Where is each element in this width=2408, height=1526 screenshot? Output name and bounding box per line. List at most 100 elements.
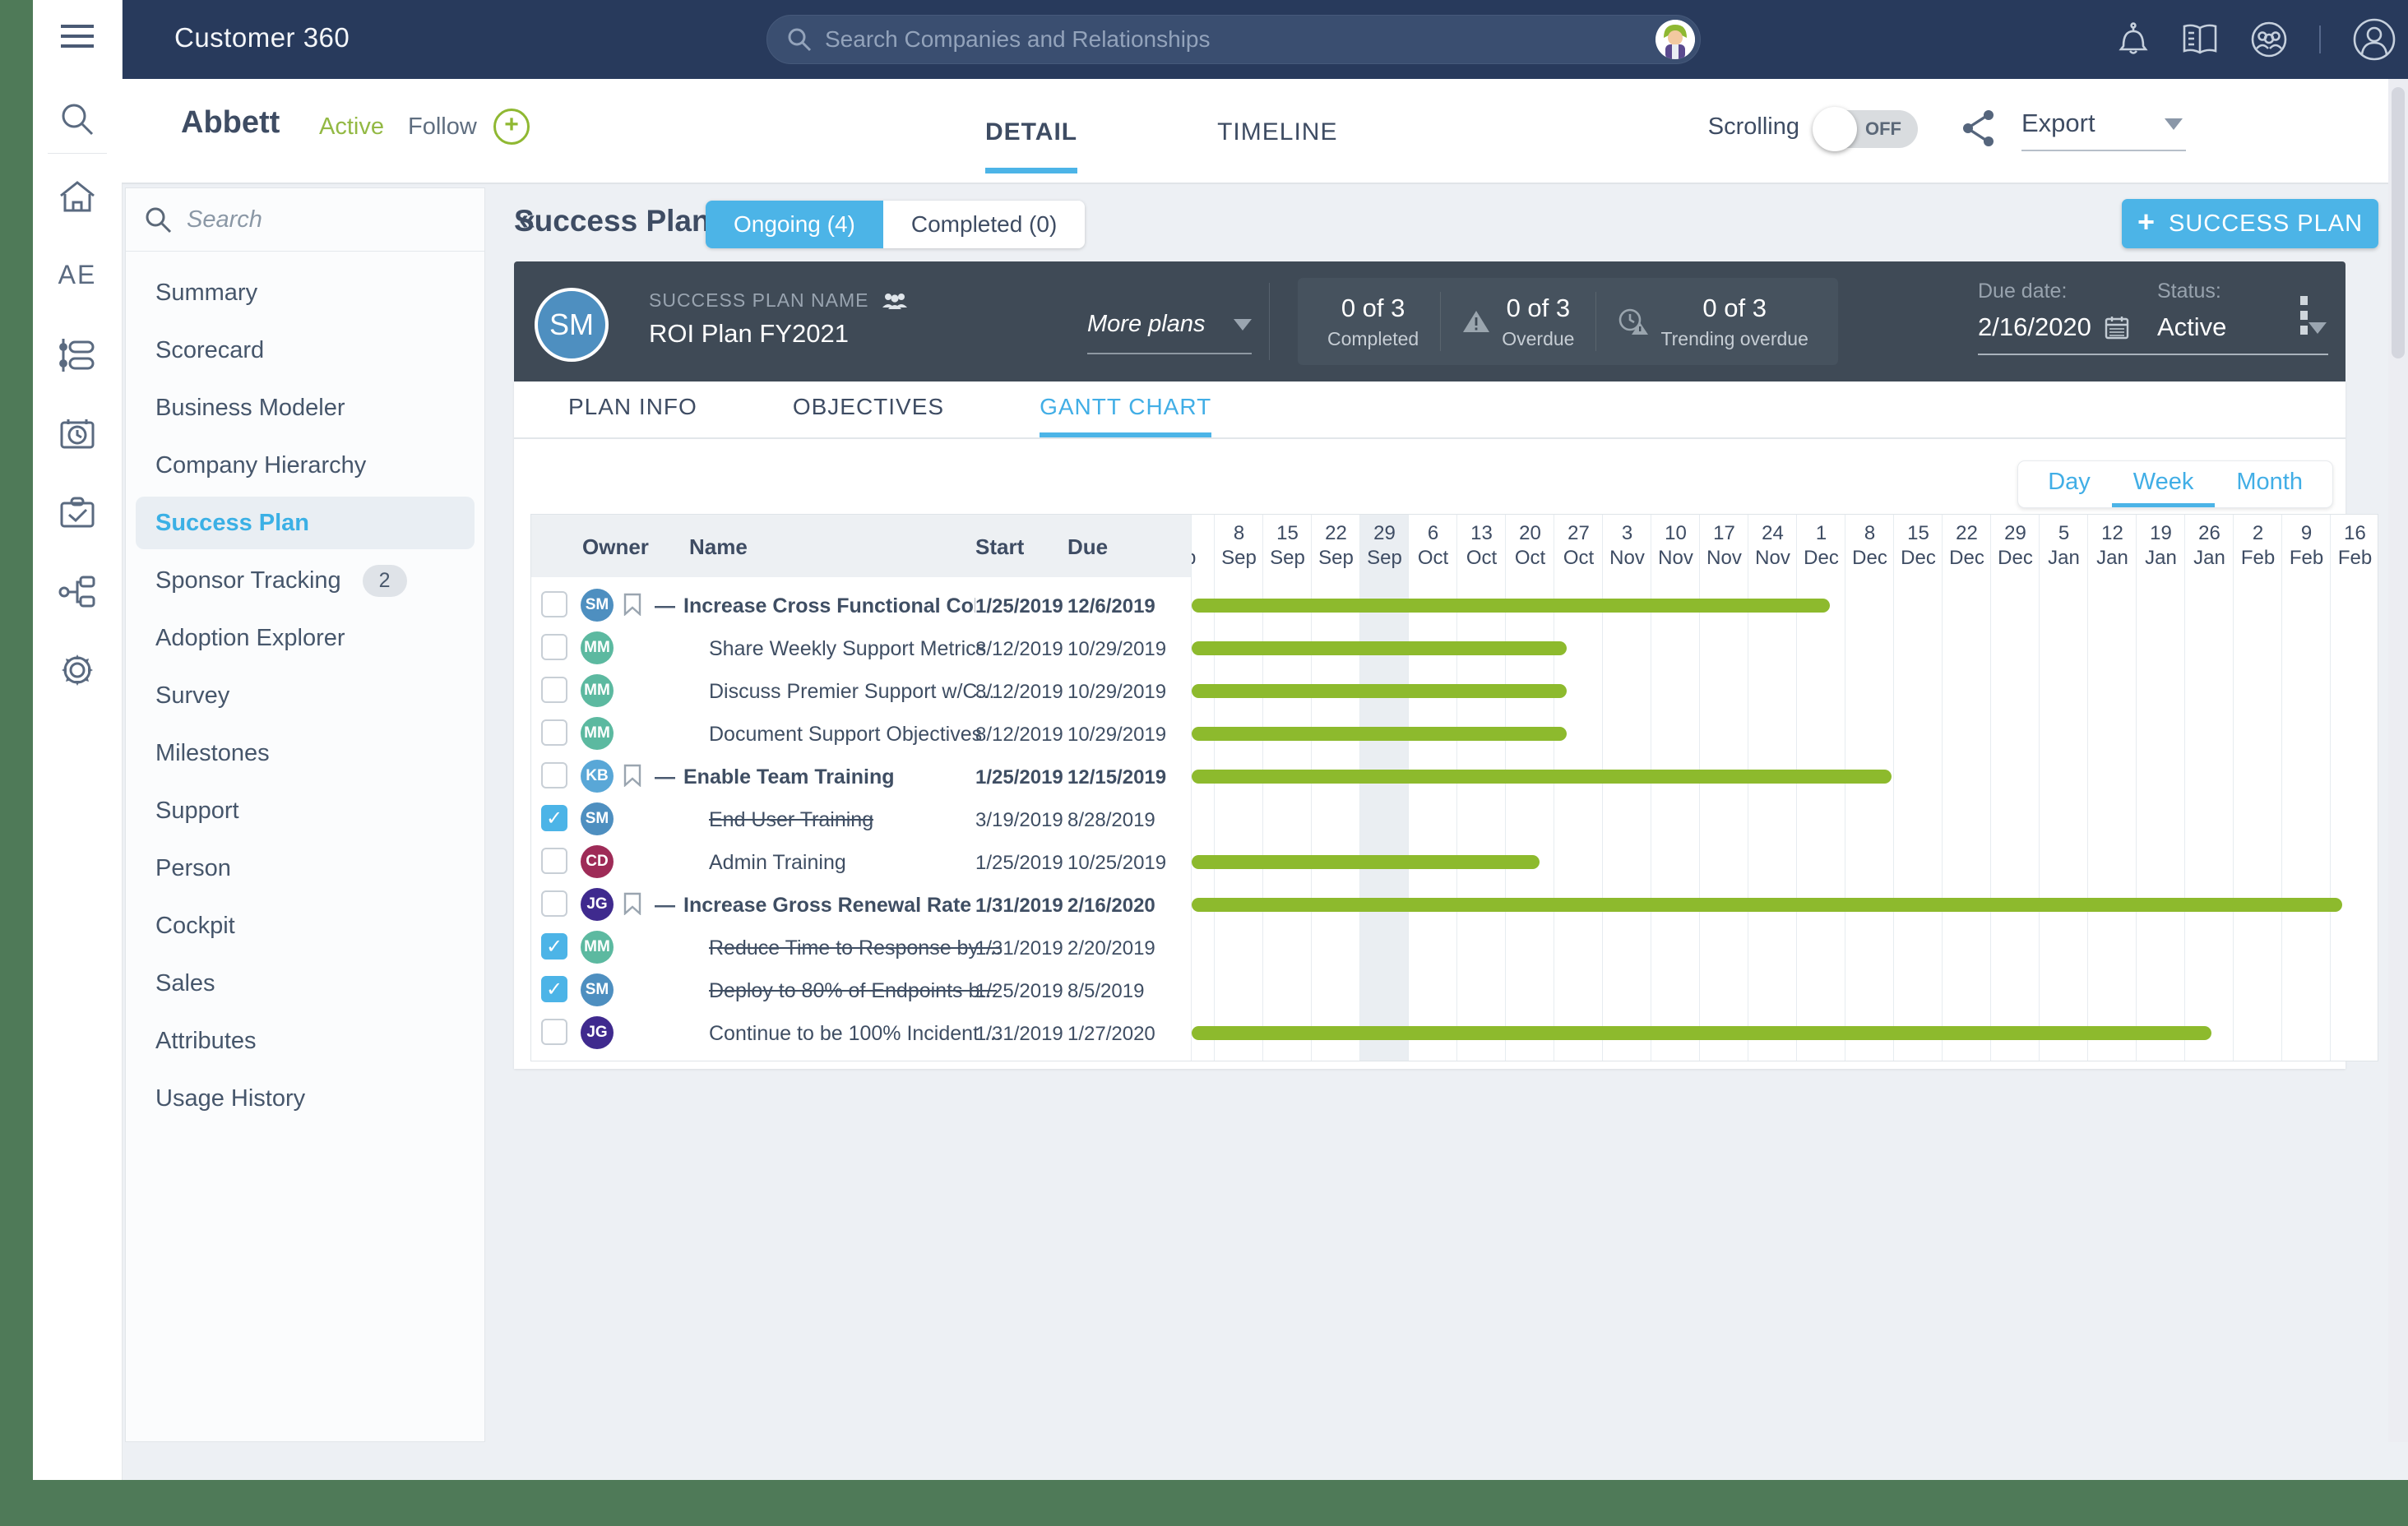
scrolling-toggle[interactable]: OFF: [1813, 107, 1918, 151]
notifications-bell-icon[interactable]: [2117, 21, 2150, 58]
global-search-bar[interactable]: [766, 15, 1701, 64]
sidebar-item-summary[interactable]: Summary: [126, 264, 484, 321]
add-success-plan-button[interactable]: + SUCCESS PLAN: [2122, 199, 2378, 248]
gantt-zoom-week[interactable]: Week: [2111, 461, 2216, 507]
assistant-mascot-avatar[interactable]: [1656, 20, 1695, 59]
sidebar-search-bar[interactable]: «: [126, 188, 535, 252]
rail-search-icon[interactable]: [33, 102, 122, 136]
row-checkbox[interactable]: [541, 719, 567, 746]
task-name[interactable]: End User Training: [709, 808, 874, 831]
filter-chip-ongoing[interactable]: Ongoing (4): [706, 201, 883, 248]
row-checkbox-checked[interactable]: ✓: [541, 805, 567, 831]
sidebar-item-usage-history[interactable]: Usage History: [126, 1070, 484, 1127]
sidebar-item-survey[interactable]: Survey: [126, 667, 484, 724]
calendar-icon[interactable]: [2105, 315, 2129, 340]
status-dropdown[interactable]: Active: [2157, 312, 2328, 355]
follow-button[interactable]: Follow: [408, 113, 477, 140]
gantt-bar[interactable]: [1192, 898, 2342, 912]
plan-state-filter: Ongoing (4) Completed (0): [706, 201, 1086, 248]
plan-more-actions-kebab[interactable]: [2300, 296, 2308, 335]
task-name[interactable]: Share Weekly Support Metrics: [709, 637, 987, 660]
sidebar-item-scorecard[interactable]: Scorecard: [126, 321, 484, 379]
gantt-zoom-day[interactable]: Day: [2048, 469, 2091, 495]
gantt-bar[interactable]: [1192, 1026, 2212, 1040]
relationship-hierarchy-icon[interactable]: [33, 574, 122, 610]
bookmark-icon[interactable]: [623, 764, 641, 787]
toggle-knob[interactable]: [1813, 107, 1857, 151]
settings-gear-icon[interactable]: [33, 651, 122, 689]
row-checkbox-checked[interactable]: ✓: [541, 976, 567, 1002]
gantt-bar[interactable]: [1192, 599, 1830, 613]
row-checkbox[interactable]: [541, 634, 567, 660]
sidebar-search-input[interactable]: [185, 205, 502, 234]
more-plans-dropdown[interactable]: More plans: [1087, 311, 1252, 354]
gantt-bar[interactable]: [1192, 641, 1567, 655]
sidebar-item-milestones[interactable]: Milestones: [126, 724, 484, 782]
filter-chip-completed[interactable]: Completed (0): [882, 201, 1086, 248]
objective-name[interactable]: — Increase Gross Renewal Rate b...: [655, 894, 975, 917]
global-search-input[interactable]: [823, 25, 1656, 53]
export-dropdown[interactable]: Export: [2021, 109, 2186, 151]
gantt-bar[interactable]: [1192, 770, 1892, 784]
sidebar-item-attributes[interactable]: Attributes: [126, 1012, 484, 1070]
sidebar-item-sponsor-tracking[interactable]: Sponsor Tracking 2: [126, 552, 484, 609]
axis-label: 17 Nov: [1706, 522, 1742, 569]
row-checkbox[interactable]: [541, 1019, 567, 1045]
sidebar-item-support[interactable]: Support: [126, 782, 484, 839]
task-name[interactable]: Continue to be 100% Incident ...: [709, 1022, 1002, 1045]
vertical-scrollbar[interactable]: [2388, 79, 2408, 1442]
company-name: Abbett: [181, 105, 280, 140]
company-initials-icon[interactable]: AE: [58, 260, 97, 289]
row-checkbox-checked[interactable]: ✓: [541, 933, 567, 960]
collapse-dash-icon[interactable]: —: [655, 894, 675, 917]
gantt-bar[interactable]: [1192, 684, 1567, 698]
task-name[interactable]: Admin Training: [709, 851, 846, 874]
home-icon[interactable]: [33, 179, 122, 214]
sidebar-item-company-hierarchy[interactable]: Company Hierarchy: [126, 437, 484, 494]
sidebar-item-sales[interactable]: Sales: [126, 955, 484, 1012]
scrollbar-thumb[interactable]: [2392, 87, 2405, 358]
gantt-bar[interactable]: [1192, 727, 1567, 741]
schedule-clock-icon[interactable]: [33, 416, 122, 451]
bookmark-icon[interactable]: [623, 593, 641, 616]
user-profile-icon[interactable]: [2352, 17, 2396, 62]
collaborators-icon[interactable]: [881, 291, 909, 311]
sidebar-item-business-modeler[interactable]: Business Modeler: [126, 379, 484, 437]
collapse-dash-icon[interactable]: —: [655, 594, 675, 617]
row-checkbox[interactable]: [541, 762, 567, 788]
follow-plus-icon[interactable]: +: [493, 109, 530, 145]
row-checkbox[interactable]: [541, 890, 567, 917]
task-name[interactable]: Reduce Time to Response by ...: [709, 936, 1002, 960]
objective-name[interactable]: —Increase Cross Functional Colla...: [655, 594, 975, 617]
sidebar-item-success-plan[interactable]: Success Plan: [126, 494, 484, 552]
task-name[interactable]: Discuss Premier Support w/C...: [709, 680, 995, 703]
plan-tab-plan-info[interactable]: PLAN INFO: [568, 394, 697, 419]
sidebar-item-adoption-explorer[interactable]: Adoption Explorer: [126, 609, 484, 667]
row-checkbox[interactable]: [541, 677, 567, 703]
main-tab-timeline[interactable]: TIMELINE: [1217, 118, 1338, 146]
task-name[interactable]: Document Support Objectives: [709, 723, 983, 746]
due-date-field[interactable]: 2/16/2020: [1978, 312, 2164, 355]
plan-tab-gantt-chart[interactable]: GANTT CHART: [1040, 382, 1212, 437]
collapse-sidebar-icon[interactable]: «: [519, 202, 536, 236]
community-icon[interactable]: [2250, 21, 2288, 58]
plan-tab-objectives[interactable]: OBJECTIVES: [792, 394, 945, 419]
gantt-zoom-month[interactable]: Month: [2236, 469, 2303, 495]
sidebar-item-person[interactable]: Person: [126, 839, 484, 897]
table-row: JG Continue to be 100% Incident ... 1/31/2…: [531, 1011, 1191, 1054]
row-checkbox[interactable]: [541, 591, 567, 617]
hamburger-menu-icon[interactable]: [33, 21, 122, 51]
knowledge-book-icon[interactable]: [2181, 23, 2219, 56]
filters-icon[interactable]: [33, 337, 122, 373]
bookmark-icon[interactable]: [623, 892, 641, 915]
stat-label: Completed: [1327, 327, 1419, 349]
task-name[interactable]: Deploy to 80% of Endpoints b...: [709, 979, 998, 1002]
tasks-case-icon[interactable]: [33, 495, 122, 529]
collapse-dash-icon[interactable]: —: [655, 765, 675, 788]
row-checkbox[interactable]: [541, 848, 567, 874]
sidebar-item-cockpit[interactable]: Cockpit: [126, 897, 484, 955]
objective-name[interactable]: — Enable Team Training: [655, 765, 895, 788]
gantt-bar[interactable]: [1192, 855, 1540, 869]
share-icon[interactable]: [1961, 109, 1997, 148]
main-tab-detail[interactable]: DETAIL: [985, 118, 1078, 173]
